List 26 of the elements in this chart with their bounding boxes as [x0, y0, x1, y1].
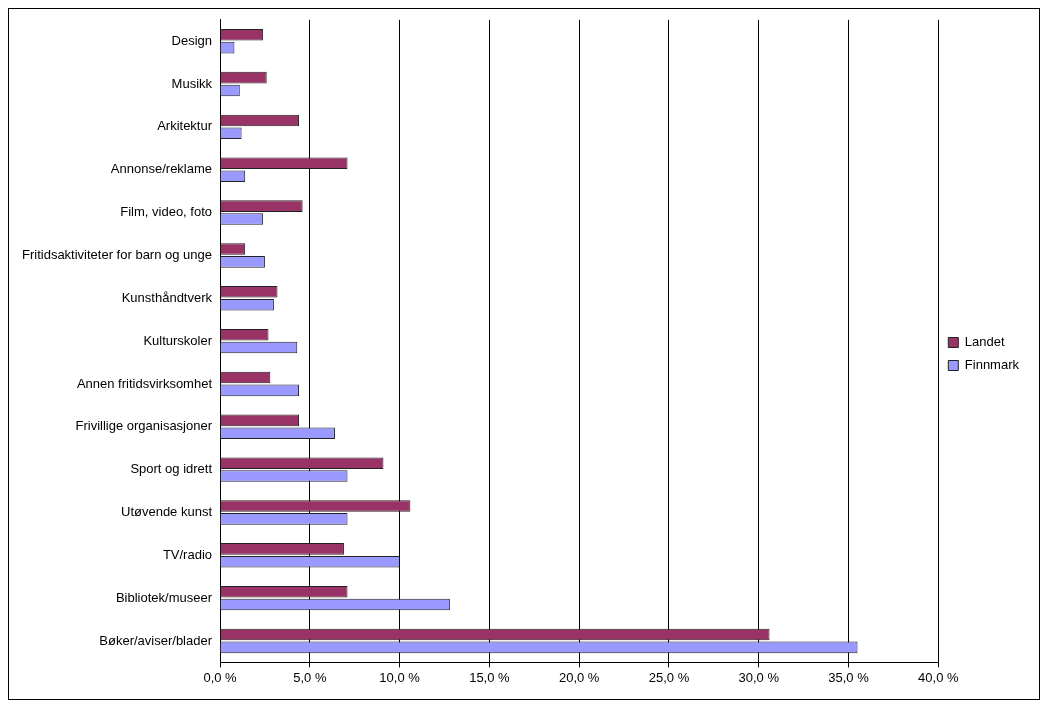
- x-tick-label: 15,0 %: [469, 669, 511, 685]
- x-tick-label: 25,0 %: [648, 669, 690, 685]
- y-tick-label: Musikk: [171, 75, 213, 91]
- y-tick-label: Design: [171, 32, 213, 48]
- y-tick-label: Film, video, foto: [120, 204, 213, 220]
- y-tick-label: TV/radio: [162, 546, 213, 562]
- x-tick-label: 30,0 %: [738, 669, 780, 685]
- y-tick-label: Kunsthåndtverk: [121, 289, 213, 305]
- x-tick-label: 10,0 %: [379, 669, 421, 685]
- y-tick-label: Kulturskoler: [143, 332, 213, 348]
- x-tick-label: 0,0 %: [203, 669, 238, 685]
- y-tick-label: Fritidsaktiviteter for barn og unge: [21, 247, 213, 262]
- x-tick-label: 5,0 %: [293, 669, 327, 685]
- x-tick-label: 35,0 %: [828, 669, 870, 685]
- x-tick-label: 40,0 %: [918, 669, 959, 685]
- y-tick-label: Annonse/reklame: [110, 161, 213, 177]
- legend-label: Landet: [964, 334, 1005, 350]
- y-tick-label: Annen fritidsvirksomhet: [76, 375, 213, 391]
- y-tick-label: Frivillige organisasjoner: [75, 418, 213, 434]
- x-tick-label: 20,0 %: [558, 669, 600, 685]
- y-tick-label: Arkitektur: [157, 118, 213, 134]
- y-tick-label: Utøvende kunst: [120, 504, 213, 520]
- y-tick-label: Bibliotek/museer: [115, 589, 213, 605]
- y-tick-label: Bøker/aviser/blader: [99, 632, 213, 648]
- y-tick-label: Sport og idrett: [130, 461, 213, 477]
- legend-label: Finnmark: [964, 357, 1020, 373]
